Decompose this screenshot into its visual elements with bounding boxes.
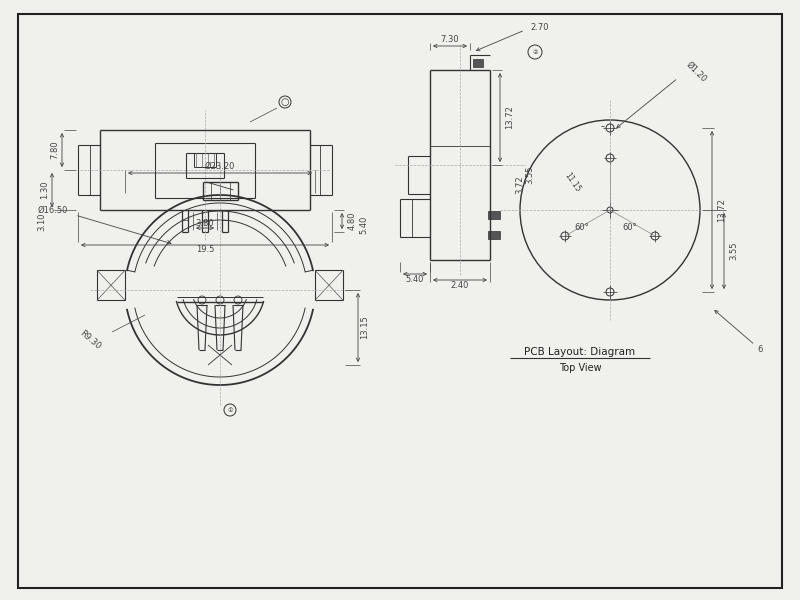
Text: 4.80: 4.80: [347, 212, 357, 230]
Text: Ø23.20: Ø23.20: [205, 161, 235, 170]
Text: 3.72: 3.72: [515, 176, 525, 194]
Text: PCB Layout: Diagram: PCB Layout: Diagram: [525, 347, 635, 357]
Text: 5.40: 5.40: [406, 275, 424, 284]
Text: Ø1.20: Ø1.20: [684, 60, 708, 84]
Text: Top View: Top View: [558, 363, 602, 373]
Bar: [488, 211, 500, 219]
Text: 3.55: 3.55: [730, 242, 738, 260]
Text: 13.72: 13.72: [718, 198, 726, 222]
Text: 13.72: 13.72: [506, 106, 514, 130]
Text: 7.30: 7.30: [441, 34, 459, 43]
Text: 7.80: 7.80: [50, 140, 59, 160]
Text: 13.15: 13.15: [361, 316, 370, 340]
Text: Ø16.50: Ø16.50: [38, 205, 68, 214]
Text: 1.30: 1.30: [41, 181, 50, 199]
Text: 5.40: 5.40: [359, 216, 369, 234]
Text: R9.30: R9.30: [78, 329, 102, 351]
Text: 6: 6: [758, 346, 762, 355]
Text: 2.70: 2.70: [530, 22, 549, 31]
Text: 3.80: 3.80: [196, 218, 214, 227]
Text: 60°: 60°: [622, 223, 638, 232]
Text: ○: ○: [281, 97, 290, 107]
Text: 3.10: 3.10: [38, 213, 46, 231]
Text: -: -: [600, 121, 604, 131]
Text: 3.55: 3.55: [526, 165, 534, 184]
Text: 60°: 60°: [574, 223, 590, 232]
Text: ②: ②: [532, 49, 538, 55]
Bar: [473, 59, 483, 67]
Text: 2.40: 2.40: [451, 281, 469, 290]
Text: 11.15: 11.15: [562, 170, 582, 193]
Text: 19.5: 19.5: [196, 245, 214, 254]
Bar: [488, 231, 500, 239]
Text: ①: ①: [227, 407, 233, 413]
